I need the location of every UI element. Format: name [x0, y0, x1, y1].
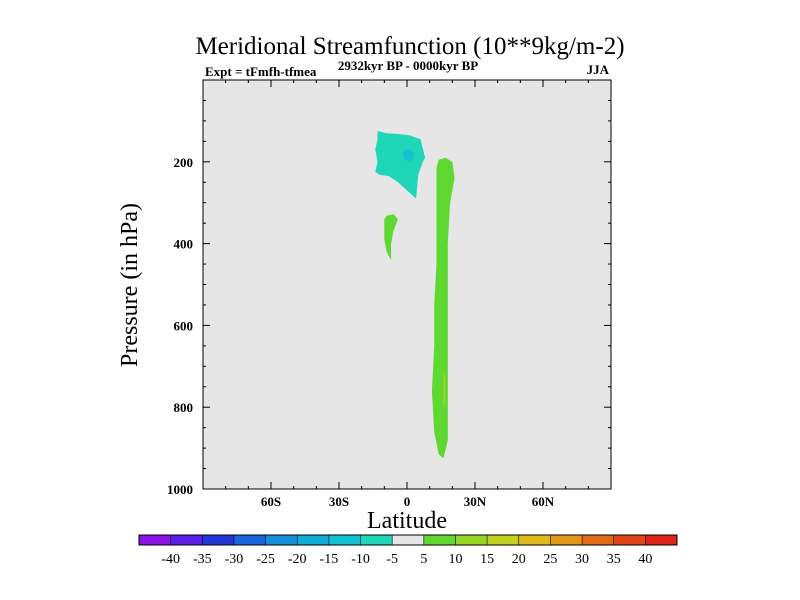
colorbar-swatch — [582, 535, 615, 545]
colorbar-frame — [138, 534, 678, 546]
chart-subtitle-left: Expt = tFmfh-tfmea — [205, 64, 317, 79]
colorbar-label: 20 — [512, 552, 526, 567]
colorbar-label: -10 — [351, 552, 370, 567]
contour-region-upper-negative-cell — [375, 131, 426, 199]
colorbar-swatch — [233, 535, 266, 545]
colorbar-label: 40 — [638, 552, 652, 567]
y-tick-label: 1000 — [167, 482, 193, 497]
colorbar-swatch — [645, 535, 678, 545]
colorbar-swatch — [265, 535, 298, 545]
colorbar-label: -15 — [320, 552, 339, 567]
contour-regions — [375, 131, 455, 459]
colorbar-label: 30 — [575, 552, 589, 567]
colorbar-label: -30 — [225, 552, 244, 567]
y-axis-label: Pressure (in hPa) — [117, 203, 143, 367]
colorbar-swatch — [518, 535, 551, 545]
chart-subtitle-center: 2932kyr BP - 0000kyr BP — [338, 58, 478, 73]
y-tick-label: 800 — [174, 400, 194, 415]
colorbar-swatch — [550, 535, 583, 545]
colorbar-swatch — [328, 535, 361, 545]
contour-region-small-positive-cell — [384, 214, 398, 260]
colorbar-label: -5 — [386, 552, 398, 567]
axis-ticks: 60S 30S 0 30N 60N 200 400 600 800 1000 — [167, 80, 611, 509]
colorbar-label: -40 — [161, 552, 180, 567]
colorbar-swatch — [297, 535, 330, 545]
colorbar-label: 5 — [420, 552, 427, 567]
colorbar-swatch — [139, 535, 171, 545]
x-tick-label: 60S — [261, 494, 281, 509]
contour-region-main-positive-cell — [431, 157, 455, 459]
colorbar-swatch — [487, 535, 520, 545]
x-tick-label: 60N — [532, 494, 555, 509]
colorbar-swatch — [423, 535, 456, 545]
y-tick-label: 600 — [174, 318, 194, 333]
colorbar: -40 -35 -30 -25 -20 -15 -10 -5 5 10 15 20 25 30 35 40 — [138, 534, 678, 567]
colorbar-label: 15 — [480, 552, 494, 567]
colorbar-label: -35 — [193, 552, 212, 567]
y-tick-label: 200 — [174, 155, 194, 170]
colorbar-swatch — [455, 535, 488, 545]
colorbar-swatch — [360, 535, 393, 545]
contour-region-upper-negative-core — [402, 148, 414, 162]
x-axis-label: Latitude — [367, 508, 447, 534]
colorbar-label: 25 — [543, 552, 557, 567]
colorbar-label: 10 — [448, 552, 462, 567]
colorbar-label: -20 — [288, 552, 307, 567]
colorbar-label: -25 — [256, 552, 275, 567]
x-tick-label: 0 — [404, 494, 411, 509]
colorbar-swatch — [613, 535, 646, 545]
y-tick-label: 400 — [174, 237, 194, 252]
colorbar-swatch — [170, 535, 203, 545]
contour-region-main-positive-core — [443, 372, 446, 408]
colorbar-label: 35 — [607, 552, 621, 567]
x-tick-label: 30S — [329, 494, 349, 509]
x-tick-label: 30N — [464, 494, 487, 509]
colorbar-swatch — [392, 535, 425, 545]
colorbar-swatch — [202, 535, 235, 545]
chart-subtitle-right: JJA — [587, 62, 610, 77]
plot-area: 60S 30S 0 30N 60N 200 400 600 800 1000 — [167, 79, 612, 509]
chart-title: Meridional Streamfunction (10**9kg/m-2) — [195, 33, 624, 60]
